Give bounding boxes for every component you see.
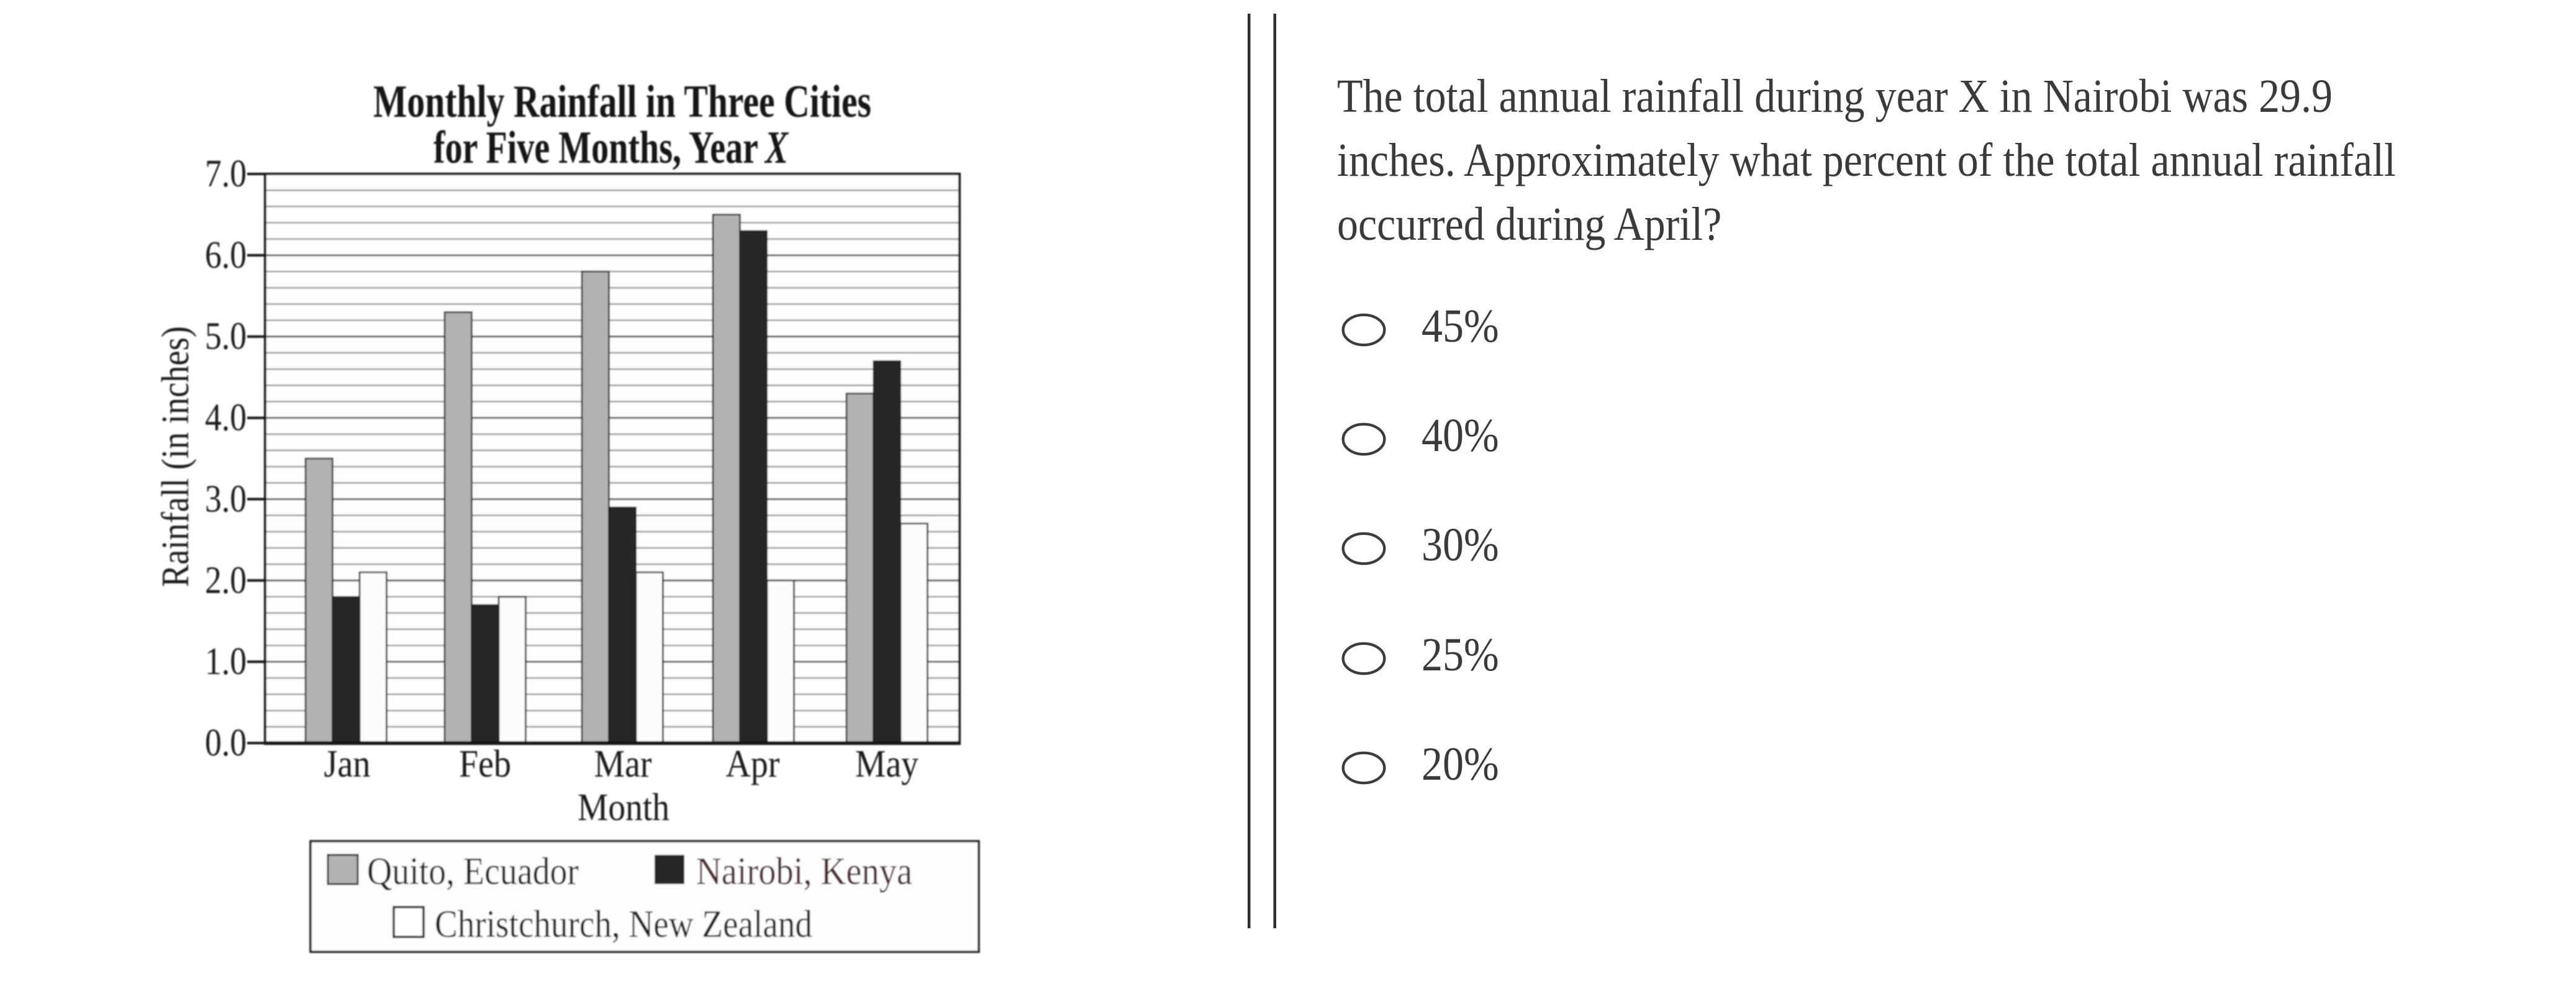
- svg-text:25%: 25%: [1422, 628, 1499, 680]
- svg-text:May: May: [855, 743, 918, 785]
- svg-text:6.0: 6.0: [205, 234, 247, 276]
- svg-text:Rainfall (in inches): Rainfall (in inches): [155, 326, 197, 587]
- svg-text:Apr: Apr: [726, 743, 780, 785]
- svg-text:2.0: 2.0: [205, 559, 247, 601]
- svg-text:40%: 40%: [1422, 409, 1499, 461]
- svg-text:Christchurch, New Zealand: Christchurch, New Zealand: [435, 903, 812, 946]
- svg-text:X: X: [764, 122, 789, 173]
- svg-text:0.0: 0.0: [205, 722, 247, 764]
- svg-text:Nairobi, Kenya: Nairobi, Kenya: [696, 851, 912, 893]
- svg-text:1.0: 1.0: [205, 641, 247, 683]
- svg-text:Feb: Feb: [459, 743, 511, 785]
- svg-text:Mar: Mar: [594, 743, 652, 785]
- svg-text:3.0: 3.0: [205, 478, 247, 520]
- svg-text:4.0: 4.0: [205, 397, 247, 439]
- svg-text:occurred during April?: occurred during April?: [1337, 198, 1721, 250]
- svg-text:5.0: 5.0: [205, 316, 247, 358]
- svg-text:45%: 45%: [1422, 299, 1499, 352]
- svg-text:The total annual rainfall duri: The total annual rainfall during year X …: [1337, 70, 2333, 122]
- svg-text:for Five Months, Year: for Five Months, Year: [433, 122, 758, 173]
- svg-text:inches. Approximately what per: inches. Approximately what percent of th…: [1337, 134, 2396, 186]
- svg-text:Month: Month: [578, 787, 669, 829]
- svg-text:Jan: Jan: [324, 743, 371, 785]
- svg-text:Monthly Rainfall in Three Citi: Monthly Rainfall in Three Cities: [373, 76, 871, 127]
- svg-text:30%: 30%: [1422, 518, 1499, 570]
- svg-text:20%: 20%: [1422, 737, 1499, 790]
- svg-text:7.0: 7.0: [205, 153, 247, 195]
- svg-text:Quito, Ecuador: Quito, Ecuador: [367, 851, 579, 893]
